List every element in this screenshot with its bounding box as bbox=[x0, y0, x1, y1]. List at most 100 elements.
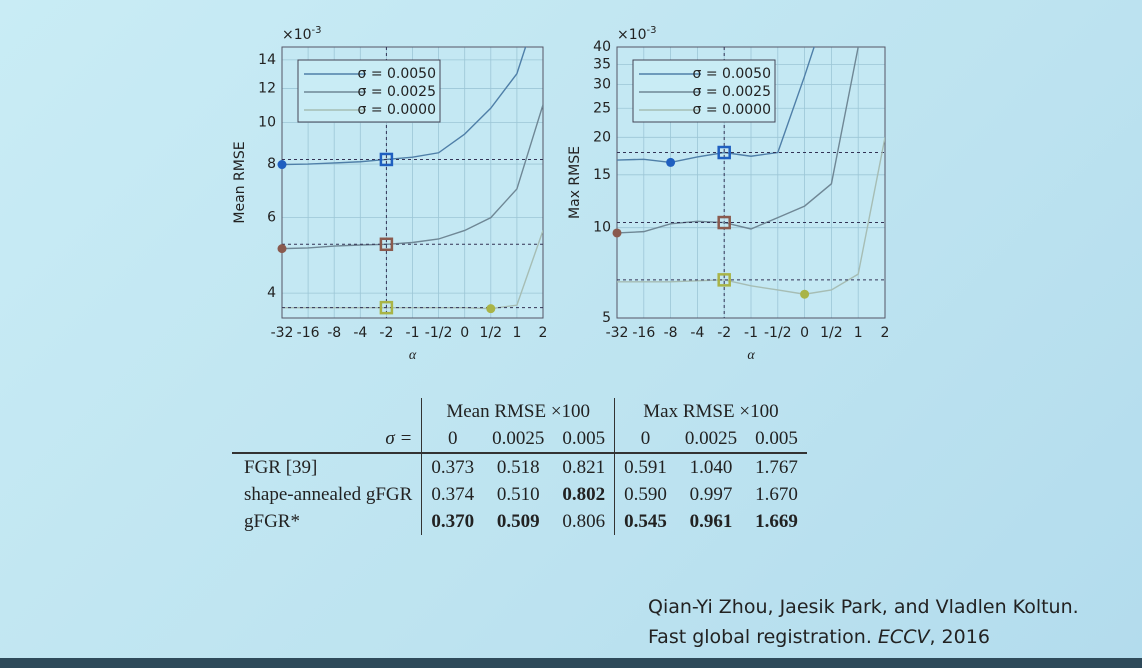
cell: 0.590 bbox=[614, 481, 676, 508]
optimum-marker bbox=[612, 228, 622, 238]
y-tick-label: 6 bbox=[267, 210, 276, 226]
x-tick-label: -2 bbox=[717, 325, 731, 341]
cell: 0.961 bbox=[689, 510, 733, 532]
citation-year: , 2016 bbox=[929, 626, 990, 648]
citation-authors: Qian-Yi Zhou, Jaesik Park, and Vladlen K… bbox=[648, 596, 1079, 618]
x-tick-label: -32 bbox=[606, 325, 629, 341]
citation: Qian-Yi Zhou, Jaesik Park, and Vladlen K… bbox=[648, 592, 1079, 652]
cell: 1.040 bbox=[689, 456, 733, 478]
x-tick-label: 2 bbox=[539, 325, 548, 341]
optimum-marker bbox=[666, 157, 676, 167]
series-line bbox=[617, 47, 859, 234]
x-tick-label: -1/2 bbox=[425, 325, 453, 341]
y-multiplier: ×10-3 bbox=[282, 25, 322, 43]
cell: 0.518 bbox=[496, 456, 540, 478]
x-tick-label: 1 bbox=[854, 325, 863, 341]
y-tick-label: 10 bbox=[258, 115, 276, 131]
y-axis-label: Mean RMSE bbox=[232, 141, 248, 223]
row-name: shape-annealed gFGR bbox=[244, 483, 413, 505]
x-tick-label: -1 bbox=[406, 325, 420, 341]
optimum-marker bbox=[486, 304, 496, 314]
legend-label: σ = 0.0025 bbox=[358, 84, 437, 100]
multiplier-base: ×10 bbox=[617, 27, 647, 43]
y-multiplier: ×10-3 bbox=[617, 25, 657, 43]
x-tick-label: -16 bbox=[297, 325, 320, 341]
data-row: shape-annealed gFGR 0.374 0.510 0.802 0.590 0… bbox=[232, 481, 807, 508]
cell: 0.373 bbox=[421, 453, 484, 481]
x-tick-label: 1/2 bbox=[820, 325, 843, 341]
series-line bbox=[282, 47, 527, 166]
selected-marker bbox=[717, 273, 731, 287]
legend-label: σ = 0.0025 bbox=[693, 84, 772, 100]
cell: 0.806 bbox=[562, 510, 606, 532]
plot-frame bbox=[616, 46, 886, 319]
cell: 0.510 bbox=[496, 483, 540, 505]
row-name: gFGR* bbox=[244, 510, 300, 532]
y-tick-label: 30 bbox=[593, 76, 611, 92]
selected-marker bbox=[379, 237, 394, 252]
y-tick-label: 10 bbox=[593, 220, 611, 236]
x-tick-label: -4 bbox=[353, 325, 367, 341]
cell: 0.374 bbox=[421, 481, 484, 508]
cell: 0.802 bbox=[562, 483, 606, 505]
y-tick-label: 15 bbox=[593, 167, 611, 183]
row-name: FGR [39] bbox=[244, 456, 318, 478]
legend-label: σ = 0.0000 bbox=[693, 102, 772, 118]
x-tick-label: 1 bbox=[512, 325, 521, 341]
plot-frame bbox=[281, 46, 544, 319]
legend-label: σ = 0.0050 bbox=[693, 66, 772, 82]
column-header: 0.005 bbox=[746, 425, 807, 454]
results-table: Mean RMSE ×100 Max RMSE ×100 σ = 0 0.0025 0.0… bbox=[232, 398, 807, 535]
sigma-label: σ = bbox=[232, 425, 422, 454]
series-line bbox=[617, 137, 885, 295]
group-header: Max RMSE ×100 bbox=[614, 398, 807, 425]
legend-box bbox=[632, 59, 776, 123]
multiplier-exponent: -3 bbox=[647, 25, 657, 36]
y-tick-label: 5 bbox=[602, 310, 611, 326]
blank bbox=[232, 398, 422, 425]
x-tick-label: 0 bbox=[800, 325, 809, 341]
y-tick-label: 4 bbox=[267, 285, 276, 301]
x-axis-label: α bbox=[747, 348, 755, 363]
optimum-marker bbox=[277, 244, 287, 254]
cell: 0.545 bbox=[614, 508, 676, 535]
multiplier-exponent: -3 bbox=[312, 25, 322, 36]
multiplier-base: ×10 bbox=[282, 27, 312, 43]
citation-ref: Fast global registration. ECCV, 2016 bbox=[648, 622, 1079, 652]
y-tick-label: 35 bbox=[593, 56, 611, 72]
legend-label: σ = 0.0000 bbox=[358, 102, 437, 118]
data-row: FGR [39] 0.373 0.518 0.821 0.591 1.040 1.767 bbox=[232, 453, 807, 481]
cell: 0.997 bbox=[689, 483, 733, 505]
citation-venue: ECCV bbox=[877, 626, 930, 648]
cell: 0.591 bbox=[614, 453, 676, 481]
y-tick-label: 8 bbox=[267, 156, 276, 172]
column-header: 0.0025 bbox=[675, 425, 747, 454]
cell: 1.670 bbox=[755, 483, 798, 505]
x-tick-label: -2 bbox=[379, 325, 393, 341]
optimum-marker bbox=[800, 289, 810, 299]
group-header: Mean RMSE ×100 bbox=[421, 398, 615, 425]
x-tick-label: -16 bbox=[632, 325, 655, 341]
cell: 0.370 bbox=[421, 508, 484, 535]
cell: 0.821 bbox=[562, 456, 606, 478]
y-tick-label: 12 bbox=[258, 81, 276, 97]
column-header: 0 bbox=[421, 425, 484, 454]
legend-box bbox=[297, 59, 441, 123]
citation-title: Fast global registration. bbox=[648, 626, 872, 648]
x-tick-label: -32 bbox=[271, 325, 294, 341]
y-axis-label: Max RMSE bbox=[567, 146, 583, 219]
series-line bbox=[617, 47, 815, 164]
x-tick-label: -1/2 bbox=[764, 325, 792, 341]
cell: 1.669 bbox=[755, 510, 798, 532]
x-tick-label: 1/2 bbox=[480, 325, 503, 341]
cell: 0.509 bbox=[496, 510, 540, 532]
selected-marker bbox=[379, 152, 394, 167]
optimum-marker bbox=[277, 160, 287, 170]
header-row: Mean RMSE ×100 Max RMSE ×100 bbox=[232, 398, 807, 425]
y-tick-label: 14 bbox=[258, 52, 276, 68]
legend-label: σ = 0.0050 bbox=[358, 66, 437, 82]
selected-marker bbox=[717, 215, 731, 230]
